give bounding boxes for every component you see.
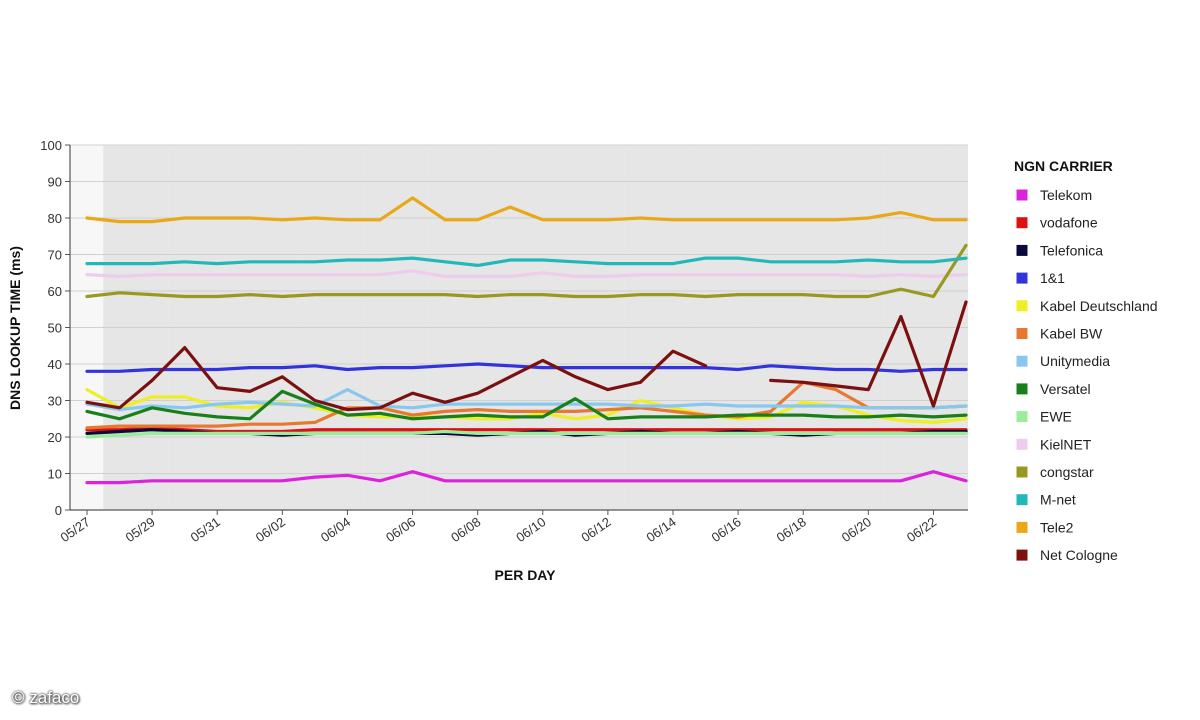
legend-label: congstar xyxy=(1040,464,1094,480)
legend-label: Kabel BW xyxy=(1040,326,1103,342)
series-line-net-cologne xyxy=(85,300,968,412)
x-tick-label: 06/20 xyxy=(839,514,874,545)
legend-title: NGN CARRIER xyxy=(1014,158,1113,174)
legend-label: Unitymedia xyxy=(1040,353,1110,369)
x-tick-label: 06/08 xyxy=(448,514,483,545)
legend-swatch xyxy=(1015,548,1029,562)
watermark: © zafaco xyxy=(12,688,80,707)
x-tick-label: 06/04 xyxy=(318,514,353,545)
y-axis-ticks: 0 10 20 30 40 50 60 70 80 90 100 xyxy=(40,138,70,518)
y-tick-label: 60 xyxy=(48,284,62,299)
series-line-telekom xyxy=(85,470,968,485)
x-tick-label: 06/06 xyxy=(383,514,418,545)
legend-label: vodafone xyxy=(1040,215,1098,231)
x-tick-label: 06/14 xyxy=(643,514,678,545)
legend-swatch xyxy=(1015,410,1029,424)
legend-label: Tele2 xyxy=(1040,519,1074,535)
legend-label: Telefonica xyxy=(1040,242,1103,258)
x-tick-label: 06/10 xyxy=(513,514,548,545)
legend: NGN CARRIER Telekom vodafone Telefonica 1&1… xyxy=(1014,158,1158,563)
legend-swatch xyxy=(1015,354,1029,368)
y-tick-label: 20 xyxy=(48,430,62,445)
x-tick-label: 05/27 xyxy=(57,514,92,545)
legend-swatch xyxy=(1015,382,1029,396)
series-line-m-net xyxy=(85,256,968,267)
series-line-ewe xyxy=(85,429,968,439)
y-axis-title: DNS LOOKUP TIME (ms) xyxy=(7,246,23,410)
x-tick-label: 06/12 xyxy=(578,514,613,545)
legend-swatch xyxy=(1015,520,1029,534)
y-tick-label: 70 xyxy=(48,248,62,263)
x-tick-label: 05/29 xyxy=(123,514,158,545)
legend-label: M-net xyxy=(1040,492,1076,508)
legend-swatch xyxy=(1015,493,1029,507)
series-line-kielnet xyxy=(85,269,968,278)
y-tick-label: 90 xyxy=(48,175,62,190)
y-tick-label: 80 xyxy=(48,211,62,226)
x-tick-label: 06/16 xyxy=(709,514,744,545)
series-line-versatel xyxy=(85,389,968,421)
x-tick-label: 06/18 xyxy=(774,514,809,545)
series-line-1-1 xyxy=(85,362,968,373)
y-tick-label: 0 xyxy=(55,503,62,518)
legend-label: Net Cologne xyxy=(1040,547,1118,563)
legend-swatch xyxy=(1015,188,1029,202)
y-tick-label: 50 xyxy=(48,321,62,336)
x-axis-title: PER DAY xyxy=(495,567,557,583)
y-tick-label: 10 xyxy=(48,467,62,482)
legend-swatch xyxy=(1015,271,1029,285)
legend-swatch xyxy=(1015,437,1029,451)
x-axis-ticks: 05/27 05/29 05/31 06/02 06/04 06/06 06/08 06/10… xyxy=(57,510,939,545)
series-lines xyxy=(85,196,968,485)
legend-swatch xyxy=(1015,299,1029,313)
legend-label: Kabel Deutschland xyxy=(1040,298,1158,314)
legend-label: Telekom xyxy=(1040,187,1092,203)
legend-swatch xyxy=(1015,327,1029,340)
y-tick-label: 30 xyxy=(48,394,62,409)
x-tick-label: 06/02 xyxy=(253,514,288,545)
legend-swatch xyxy=(1015,465,1029,479)
series-line-kabel-bw xyxy=(85,380,968,430)
gridlines xyxy=(70,144,968,511)
legend-label: 1&1 xyxy=(1040,270,1065,286)
legend-label: EWE xyxy=(1040,409,1072,425)
series-line-tele2 xyxy=(85,196,968,224)
y-tick-label: 100 xyxy=(40,138,62,153)
legend-label: Versatel xyxy=(1040,381,1091,397)
legend-swatch xyxy=(1015,243,1029,257)
y-tick-label: 40 xyxy=(48,357,62,372)
series-line-congstar xyxy=(85,243,968,299)
series-line-unitymedia xyxy=(85,388,968,412)
legend-label: KielNET xyxy=(1040,436,1092,452)
legend-swatch xyxy=(1015,216,1029,230)
series-line-vodafone xyxy=(85,426,968,434)
x-tick-label: 06/22 xyxy=(904,514,939,545)
x-tick-label: 05/31 xyxy=(188,514,223,545)
